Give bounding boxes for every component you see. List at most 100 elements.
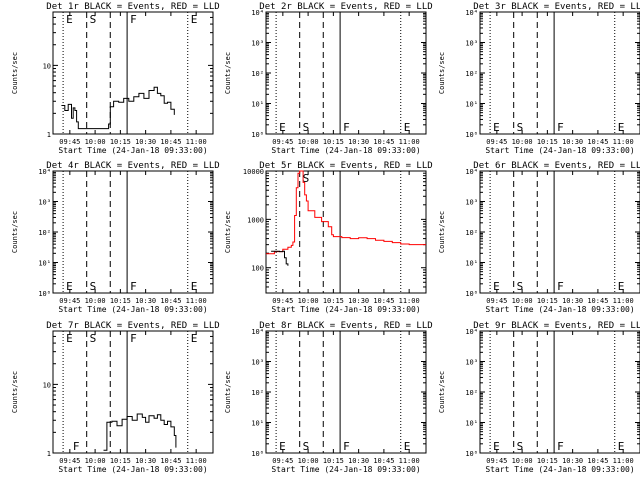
x-tick-label: 10:45 [373,457,394,465]
y-tick-label: 10² [251,389,264,397]
interval-marker-f: F [130,332,137,345]
x-tick-label: 09:45 [486,138,507,146]
interval-marker-e: E [618,440,625,453]
x-axis-label: Start Time (24-Jan-18 09:33:00) [58,305,207,314]
interval-marker-f: F [557,280,564,293]
x-tick-label: 11:00 [186,297,207,305]
x-tick-label: 09:45 [272,457,293,465]
y-tick-label: 10 [43,62,51,70]
panel-title: Det 2r BLACK = Events, RED = LLD [259,2,432,12]
x-tick-label: 10:15 [537,138,558,146]
x-tick-label: 09:45 [272,138,293,146]
panel-det-6r: Det 6r BLACK = Events, RED = LLD 10⁰ 10¹ 10… [438,161,640,314]
y-tick-label: 10² [251,70,264,78]
y-axis-label: Counts/sec [438,371,446,413]
y-axis-label: Counts/sec [11,371,19,413]
y-tick-label: 10⁰ [251,131,264,139]
plot-frame [52,330,214,454]
interval-marker-e: E [493,440,500,453]
interval-marker-s: S [517,440,524,453]
x-tick-label: 10:45 [587,138,608,146]
x-tick-label: 10:00 [512,297,533,305]
x-axis-label: Start Time (24-Jan-18 09:33:00) [58,146,207,155]
y-tick-label: 1 [47,450,51,458]
x-tick-label: 10:00 [85,138,106,146]
panel-title: Det 7r BLACK = Events, RED = LLD [46,321,219,331]
y-tick-label: 10⁴ [38,168,51,176]
interval-marker-s: S [517,280,524,293]
y-tick-label: 10¹ [465,420,478,428]
x-tick-label: 11:00 [613,297,634,305]
y-tick-label: 1000 [247,216,264,224]
x-tick-label: 10:30 [135,297,156,305]
panel-title: Det 9r BLACK = Events, RED = LLD [473,321,640,331]
x-tick-label: 10:30 [562,138,583,146]
x-tick-label: 09:45 [59,457,80,465]
panel-title: Det 4r BLACK = Events, RED = LLD [46,161,219,171]
y-tick-label: 10⁰ [465,131,478,139]
plot-frame [265,11,427,135]
interval-marker-s: S [90,280,97,293]
x-tick-label: 10:30 [135,138,156,146]
panel-title: Det 6r BLACK = Events, RED = LLD [473,161,640,171]
interval-marker-f: F [343,440,350,453]
x-tick-label: 10:45 [587,457,608,465]
interval-marker-s: S [90,13,97,26]
y-axis-label: Counts/sec [11,211,19,253]
y-tick-label: 10³ [465,40,478,48]
x-tick-label: 09:45 [486,457,507,465]
y-tick-label: 10⁰ [251,450,264,458]
interval-marker-f: F [130,280,137,293]
x-tick-label: 10:45 [160,138,181,146]
plot-frame [479,330,640,454]
plot-frame [479,11,640,135]
interval-marker-f: F [557,440,564,453]
panel-det-5r: Det 5r BLACK = Events, RED = LLD 100 1000 1… [224,161,433,314]
x-axis-label: Start Time (24-Jan-18 09:33:00) [271,305,420,314]
y-tick-label: 10 [43,381,51,389]
x-tick-label: 11:00 [399,297,420,305]
interval-marker-e: E [191,332,198,345]
y-tick-label: 10¹ [251,420,264,428]
y-tick-label: 10³ [38,199,51,207]
panel-title: Det 8r BLACK = Events, RED = LLD [259,321,432,331]
x-tick-label: 10:30 [135,457,156,465]
y-tick-label: 10⁴ [251,328,264,336]
interval-marker-e: E [66,332,73,345]
x-tick-label: 10:00 [512,457,533,465]
x-tick-label: 10:15 [323,138,344,146]
x-tick-label: 10:45 [373,297,394,305]
interval-marker-f: F [130,13,137,26]
y-tick-label: 10³ [251,359,264,367]
plot-frame [52,11,214,135]
interval-marker-e: E [618,280,625,293]
interval-marker-f: F [73,440,80,453]
y-tick-label: 10² [465,389,478,397]
x-tick-label: 11:00 [613,138,634,146]
interval-marker-e: E [191,280,198,293]
y-tick-label: 10⁴ [251,9,264,17]
x-tick-label: 11:00 [399,457,420,465]
interval-marker-f: F [557,121,564,134]
plot-frame [265,170,427,294]
y-axis-label: Counts/sec [224,211,232,253]
x-tick-label: 10:15 [110,138,131,146]
y-tick-label: 10⁴ [465,168,478,176]
x-tick-label: 10:00 [298,138,319,146]
x-tick-label: 10:45 [373,138,394,146]
x-tick-label: 10:00 [298,457,319,465]
plot-frame [52,170,214,294]
y-tick-label: 10⁴ [465,328,478,336]
x-axis-label: Start Time (24-Jan-18 09:33:00) [485,146,634,155]
y-tick-label: 10² [465,229,478,237]
x-tick-label: 10:45 [160,297,181,305]
interval-marker-s: S [90,332,97,345]
interval-marker-s: S [303,121,310,134]
x-tick-label: 10:45 [587,297,608,305]
y-tick-label: 10⁰ [38,290,51,298]
y-axis-label: Counts/sec [438,52,446,94]
y-tick-label: 10¹ [465,260,478,268]
x-tick-label: 10:30 [348,457,369,465]
y-tick-label: 10² [465,70,478,78]
